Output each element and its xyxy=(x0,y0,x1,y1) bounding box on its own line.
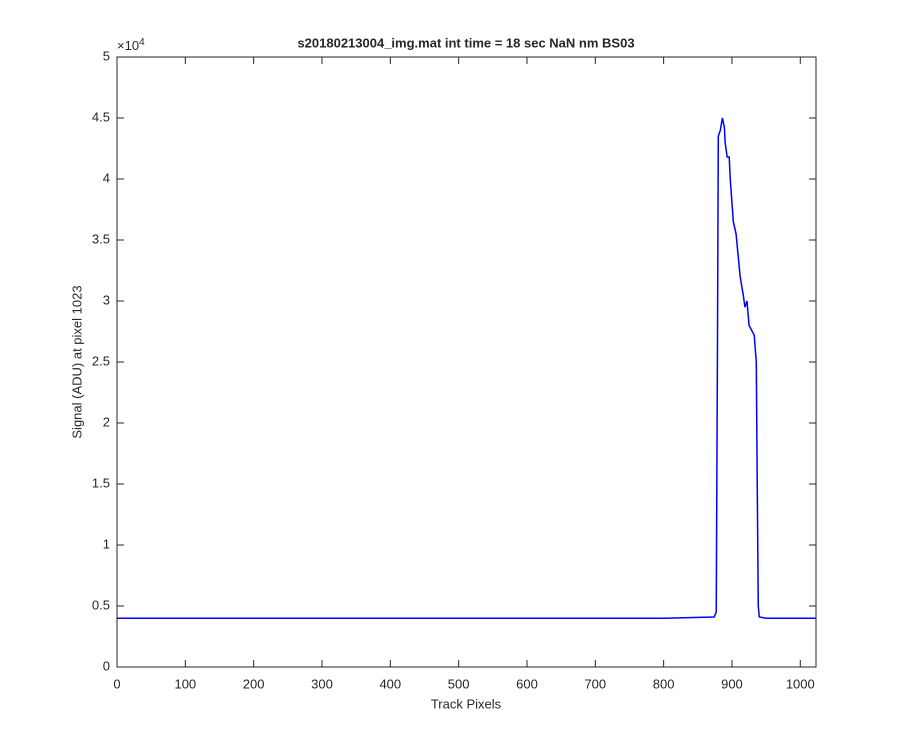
x-tick-label: 100 xyxy=(174,676,196,691)
x-tick-label: 900 xyxy=(721,676,743,691)
y-tick-label: 4.5 xyxy=(92,109,110,124)
y-tick-label: 3 xyxy=(103,292,110,307)
x-tick-label: 400 xyxy=(379,676,401,691)
x-tick-label: 0 xyxy=(113,676,120,691)
y-tick-label: 3.5 xyxy=(92,231,110,246)
x-tick-label: 200 xyxy=(243,676,265,691)
x-tick-label: 500 xyxy=(448,676,470,691)
data-line xyxy=(117,117,816,619)
y-multiplier: ×104 xyxy=(117,37,145,54)
y-tick-label: 2.5 xyxy=(92,353,110,368)
chart-title: s20180213004_img.mat int time = 18 sec N… xyxy=(297,35,634,50)
x-tick-label: 1000 xyxy=(786,676,815,691)
x-axis-label: Track Pixels xyxy=(431,696,502,711)
y-tick-label: 4 xyxy=(103,170,110,185)
x-tick-label: 300 xyxy=(311,676,333,691)
x-tick-label: 800 xyxy=(653,676,675,691)
x-tick-label: 600 xyxy=(516,676,538,691)
y-tick-label: 2 xyxy=(103,414,110,429)
y-multiplier-exponent: 4 xyxy=(139,37,145,48)
y-axis-label: Signal (ADU) at pixel 1023 xyxy=(69,285,84,438)
y-tick-label: 1.5 xyxy=(92,475,110,490)
x-tick-label: 700 xyxy=(584,676,606,691)
y-tick-label: 0 xyxy=(103,658,110,673)
y-multiplier-base: ×10 xyxy=(117,38,139,53)
y-tick-label: 1 xyxy=(103,536,110,551)
y-tick-label: 0.5 xyxy=(92,597,110,612)
y-tick-label: 5 xyxy=(103,48,110,63)
